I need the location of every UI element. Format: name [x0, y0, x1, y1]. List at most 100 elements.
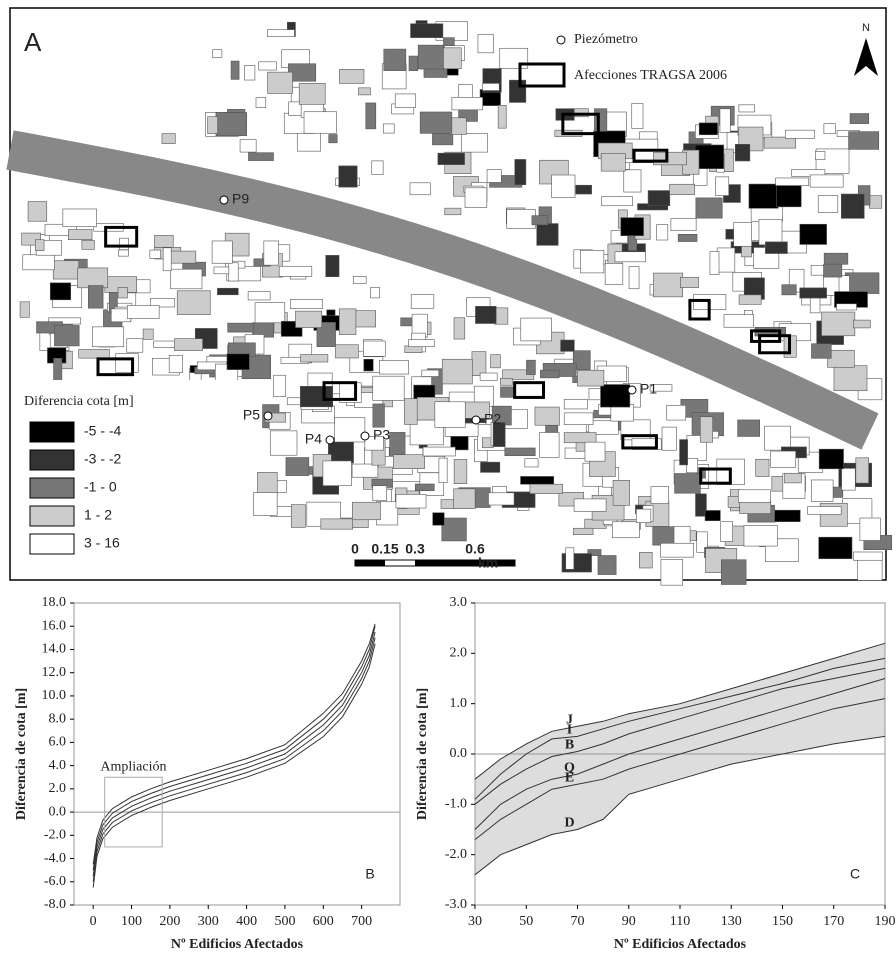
building-block: [841, 194, 864, 218]
legend-swatch: [30, 422, 74, 442]
building-block: [308, 373, 332, 386]
building-block: [363, 341, 385, 356]
building-block: [240, 140, 256, 153]
x-tick-label: 90: [622, 914, 636, 929]
building-block: [339, 69, 363, 83]
building-block: [422, 370, 439, 376]
legend-text: Afecciones TRAGSA 2006: [574, 68, 727, 83]
building-block: [515, 159, 526, 184]
building-block: [256, 98, 266, 108]
building-block: [82, 240, 95, 249]
building-block: [785, 130, 814, 138]
building-block: [686, 458, 697, 472]
building-block: [507, 209, 536, 228]
building-block: [79, 349, 110, 358]
building-block: [819, 537, 852, 559]
building-block: [480, 373, 497, 380]
building-block: [577, 370, 603, 386]
building-block: [776, 178, 809, 186]
building-block: [653, 527, 676, 545]
annotation: Ampliación: [100, 759, 166, 774]
building-block: [837, 304, 857, 310]
y-tick-label: 14.0: [42, 642, 67, 657]
building-block: [404, 399, 417, 425]
building-block: [481, 462, 500, 472]
piezometer: [472, 416, 480, 424]
building-block: [498, 105, 506, 128]
building-block: [521, 318, 552, 341]
legend-swatch: [30, 534, 74, 554]
building-block: [674, 526, 690, 545]
building-block: [279, 266, 312, 276]
building-block: [118, 287, 127, 298]
building-block: [856, 458, 869, 483]
series-label: D: [564, 816, 574, 831]
building-block: [834, 366, 867, 391]
building-block: [869, 196, 882, 209]
scale-bar: [415, 560, 515, 566]
building-block: [409, 56, 418, 71]
building-block: [540, 370, 559, 378]
x-tick-label: 190: [875, 914, 896, 929]
scale-bar: [355, 560, 385, 566]
piezometer-label: P1: [640, 381, 657, 397]
x-tick-label: 110: [670, 914, 690, 929]
building-block: [849, 132, 879, 150]
building-block: [738, 490, 770, 503]
x-axis-label: Nº Edificios Afectados: [614, 937, 747, 952]
y-tick-label: 4.0: [49, 758, 67, 773]
y-tick-label: 0.0: [49, 804, 67, 819]
x-tick-label: 300: [198, 914, 219, 929]
building-block: [850, 114, 869, 124]
building-block: [270, 431, 297, 455]
building-block: [580, 250, 603, 273]
y-tick-label: 1.0: [450, 696, 468, 711]
building-block: [475, 306, 496, 323]
building-block: [629, 267, 639, 289]
building-block: [68, 230, 92, 240]
building-block: [782, 285, 796, 295]
building-block: [624, 170, 641, 192]
x-tick-label: 100: [121, 914, 142, 929]
y-tick-label: -4.0: [44, 851, 66, 866]
building-block: [411, 24, 443, 38]
building-block: [505, 448, 535, 456]
building-block: [853, 552, 882, 560]
building-block: [759, 219, 782, 245]
legend-swatch: [30, 450, 74, 470]
building-block: [459, 85, 473, 98]
building-block: [54, 358, 62, 380]
building-block: [409, 340, 435, 347]
building-block: [739, 295, 761, 304]
legend-text: Piezómetro: [574, 32, 638, 47]
y-axis-label: Diferencia de cota [m]: [415, 688, 430, 820]
y-tick-label: 8.0: [49, 711, 67, 726]
building-block: [259, 62, 277, 70]
building-block: [358, 88, 370, 95]
legend-label: 3 - 16: [84, 535, 120, 551]
building-block: [410, 183, 430, 195]
north-label: N: [862, 22, 870, 34]
building-block: [819, 449, 843, 469]
building-block: [299, 83, 325, 104]
y-tick-label: 3.0: [450, 595, 468, 610]
series-line: [93, 624, 375, 864]
building-block: [214, 267, 229, 274]
legend-label: -3 - -2: [84, 451, 122, 467]
building-block: [339, 166, 357, 187]
building-block: [764, 426, 790, 450]
building-block: [472, 352, 486, 376]
building-block: [612, 522, 639, 538]
building-block: [231, 61, 239, 79]
building-block: [598, 556, 616, 575]
building-block: [54, 325, 79, 345]
building-block: [339, 309, 356, 335]
piezometer-label: P3: [373, 427, 390, 443]
x-tick-label: 30: [468, 914, 482, 929]
series-label: B: [565, 738, 574, 753]
building-block: [661, 559, 683, 585]
piezometer: [220, 196, 228, 204]
building-block: [415, 484, 434, 491]
figure: A Piezómetro Afecciones TRAGSA 2006 N Di…: [0, 0, 896, 958]
y-tick-label: -2.0: [445, 847, 467, 862]
